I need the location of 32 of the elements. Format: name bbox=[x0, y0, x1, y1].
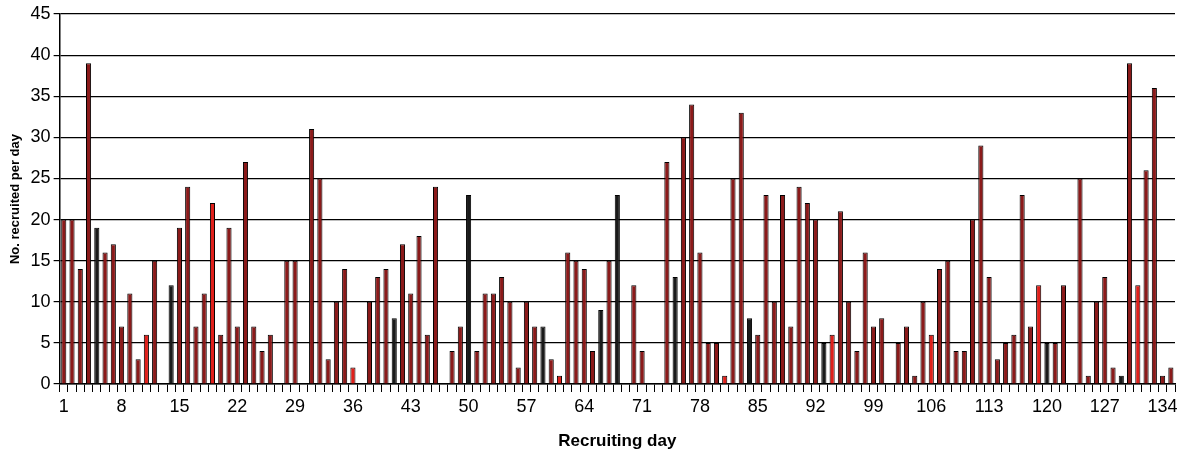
x-tick-label: 127 bbox=[1089, 395, 1120, 416]
x-tick-label: 134 bbox=[1147, 395, 1178, 416]
x-tick-label: 120 bbox=[1031, 395, 1062, 416]
y-tick-label: 30 bbox=[30, 126, 51, 147]
y-tick-label: 5 bbox=[40, 331, 51, 352]
y-tick-label: 10 bbox=[30, 290, 51, 311]
x-tick-label: 29 bbox=[285, 395, 306, 416]
y-tick-label: 0 bbox=[40, 372, 51, 393]
y-axis-title: No. recruited per day bbox=[7, 133, 23, 265]
x-tick-label: 71 bbox=[632, 395, 653, 416]
x-tick-label: 64 bbox=[574, 395, 595, 416]
x-tick-label: 106 bbox=[916, 395, 947, 416]
y-tick-label: 25 bbox=[30, 167, 51, 188]
x-tick-label: 78 bbox=[689, 395, 710, 416]
x-tick-label: 85 bbox=[747, 395, 768, 416]
x-tick-label: 8 bbox=[116, 395, 127, 416]
x-tick-label: 22 bbox=[227, 395, 248, 416]
y-tick-label: 15 bbox=[30, 249, 51, 270]
x-axis-title: Recruiting day bbox=[558, 431, 677, 451]
y-tick-label: 20 bbox=[30, 208, 51, 229]
x-tick-label: 113 bbox=[974, 395, 1004, 416]
y-tick-label: 45 bbox=[30, 2, 51, 23]
y-tick-label: 35 bbox=[30, 85, 51, 106]
x-tick-label: 36 bbox=[342, 395, 363, 416]
x-tick-label: 99 bbox=[863, 395, 884, 416]
x-tick-label: 50 bbox=[458, 395, 479, 416]
x-tick-label: 43 bbox=[400, 395, 421, 416]
x-tick-label: 57 bbox=[516, 395, 537, 416]
x-tick-label: 15 bbox=[169, 395, 190, 416]
y-tick-label: 40 bbox=[30, 44, 51, 65]
x-tick-label: 92 bbox=[805, 395, 826, 416]
x-tick-label: 1 bbox=[58, 395, 69, 416]
